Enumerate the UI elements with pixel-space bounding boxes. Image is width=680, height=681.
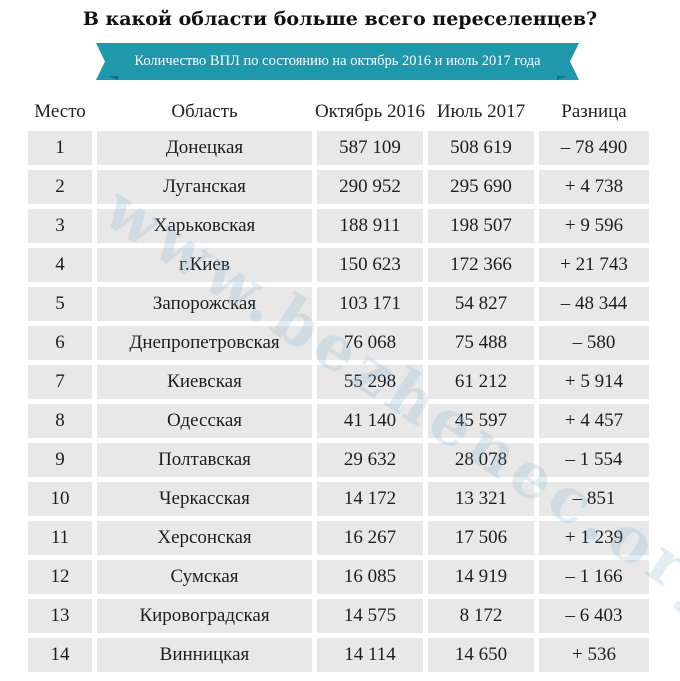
table-row: 10 Черкасская 14 172 13 321 – 851: [0, 482, 680, 516]
cell-place: 1: [28, 131, 92, 165]
cell-july-2017: 198 507: [428, 209, 534, 243]
cell-difference: – 48 344: [539, 287, 649, 321]
cell-october-2016: 103 171: [317, 287, 423, 321]
cell-october-2016: 150 623: [317, 248, 423, 282]
cell-difference: – 1 554: [539, 443, 649, 477]
cell-region: Запорожская: [97, 287, 312, 321]
cell-place: 14: [28, 638, 92, 672]
cell-july-2017: 172 366: [428, 248, 534, 282]
cell-july-2017: 8 172: [428, 599, 534, 633]
header-difference: Разница: [561, 101, 627, 122]
cell-july-2017: 508 619: [428, 131, 534, 165]
cell-october-2016: 587 109: [317, 131, 423, 165]
cell-difference: – 6 403: [539, 599, 649, 633]
cell-july-2017: 45 597: [428, 404, 534, 438]
table-row: 9 Полтавская 29 632 28 078 – 1 554: [0, 443, 680, 477]
cell-place: 7: [28, 365, 92, 399]
table-header: Место Область Октябрь 2016 Июль 2017 Раз…: [0, 98, 680, 126]
cell-place: 9: [28, 443, 92, 477]
cell-october-2016: 14 114: [317, 638, 423, 672]
cell-difference: – 580: [539, 326, 649, 360]
cell-july-2017: 295 690: [428, 170, 534, 204]
table-row: 2 Луганская 290 952 295 690 + 4 738: [0, 170, 680, 204]
header-october-2016: Октябрь 2016: [314, 101, 426, 122]
header-place: Место: [34, 101, 86, 122]
cell-october-2016: 188 911: [317, 209, 423, 243]
table-row: 8 Одесская 41 140 45 597 + 4 457: [0, 404, 680, 438]
cell-october-2016: 16 085: [317, 560, 423, 594]
cell-difference: + 5 914: [539, 365, 649, 399]
cell-july-2017: 14 919: [428, 560, 534, 594]
cell-region: Днепропетровская: [97, 326, 312, 360]
table-row: 11 Херсонская 16 267 17 506 + 1 239: [0, 521, 680, 555]
subtitle-text: Количество ВПЛ по состоянию на октябрь 2…: [134, 53, 541, 69]
cell-july-2017: 17 506: [428, 521, 534, 555]
cell-region: г.Киев: [97, 248, 312, 282]
cell-difference: + 21 743: [539, 248, 649, 282]
cell-difference: + 4 738: [539, 170, 649, 204]
cell-october-2016: 41 140: [317, 404, 423, 438]
cell-place: 10: [28, 482, 92, 516]
cell-place: 6: [28, 326, 92, 360]
cell-region: Киевская: [97, 365, 312, 399]
cell-october-2016: 55 298: [317, 365, 423, 399]
table-row: 7 Киевская 55 298 61 212 + 5 914: [0, 365, 680, 399]
table-row: 12 Сумская 16 085 14 919 – 1 166: [0, 560, 680, 594]
cell-july-2017: 75 488: [428, 326, 534, 360]
cell-october-2016: 14 575: [317, 599, 423, 633]
cell-place: 4: [28, 248, 92, 282]
cell-july-2017: 61 212: [428, 365, 534, 399]
cell-place: 8: [28, 404, 92, 438]
cell-difference: + 536: [539, 638, 649, 672]
table-row: 1 Донецкая 587 109 508 619 – 78 490: [0, 131, 680, 165]
cell-place: 3: [28, 209, 92, 243]
cell-difference: – 851: [539, 482, 649, 516]
table-row: 4 г.Киев 150 623 172 366 + 21 743: [0, 248, 680, 282]
header-july-2017: Июль 2017: [436, 101, 526, 122]
table-row: 5 Запорожская 103 171 54 827 – 48 344: [0, 287, 680, 321]
cell-place: 5: [28, 287, 92, 321]
cell-place: 12: [28, 560, 92, 594]
cell-region: Харьковская: [97, 209, 312, 243]
header-region: Область: [171, 101, 238, 122]
cell-difference: + 4 457: [539, 404, 649, 438]
cell-region: Черкасская: [97, 482, 312, 516]
page-title: В какой области больше всего переселенце…: [82, 8, 598, 30]
cell-october-2016: 14 172: [317, 482, 423, 516]
cell-difference: + 9 596: [539, 209, 649, 243]
cell-october-2016: 16 267: [317, 521, 423, 555]
cell-july-2017: 54 827: [428, 287, 534, 321]
subtitle-ribbon: Количество ВПЛ по состоянию на октябрь 2…: [96, 43, 579, 80]
table-row: 6 Днепропетровская 76 068 75 488 – 580: [0, 326, 680, 360]
table-row: 3 Харьковская 188 911 198 507 + 9 596: [0, 209, 680, 243]
cell-july-2017: 28 078: [428, 443, 534, 477]
cell-july-2017: 13 321: [428, 482, 534, 516]
cell-region: Винницкая: [97, 638, 312, 672]
cell-difference: – 78 490: [539, 131, 649, 165]
cell-place: 2: [28, 170, 92, 204]
cell-place: 13: [28, 599, 92, 633]
cell-region: Сумская: [97, 560, 312, 594]
table-row: 14 Винницкая 14 114 14 650 + 536: [0, 638, 680, 672]
cell-region: Полтавская: [97, 443, 312, 477]
cell-region: Херсонская: [97, 521, 312, 555]
cell-region: Кировоградская: [97, 599, 312, 633]
cell-difference: + 1 239: [539, 521, 649, 555]
table-row: 13 Кировоградская 14 575 8 172 – 6 403: [0, 599, 680, 633]
cell-october-2016: 76 068: [317, 326, 423, 360]
cell-place: 11: [28, 521, 92, 555]
cell-october-2016: 29 632: [317, 443, 423, 477]
cell-region: Луганская: [97, 170, 312, 204]
cell-difference: – 1 166: [539, 560, 649, 594]
cell-october-2016: 290 952: [317, 170, 423, 204]
cell-region: Донецкая: [97, 131, 312, 165]
cell-region: Одесская: [97, 404, 312, 438]
cell-july-2017: 14 650: [428, 638, 534, 672]
ribbon-shape: [96, 43, 579, 80]
